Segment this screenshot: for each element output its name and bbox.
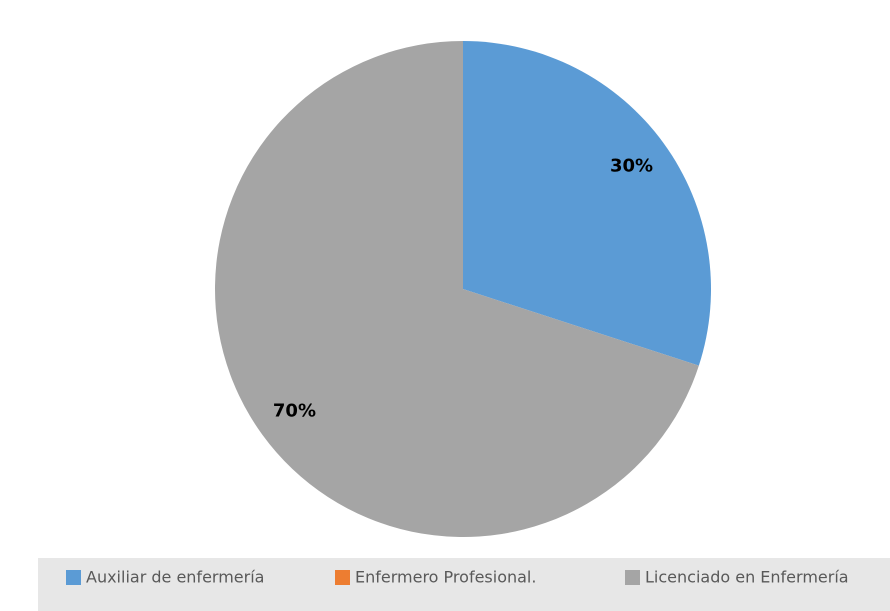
data-label: 70%: [273, 400, 316, 421]
pie-slice: [463, 41, 711, 366]
legend-swatch: [66, 570, 81, 585]
legend-background: [38, 558, 890, 611]
legend-swatch: [335, 570, 350, 585]
legend-swatch: [625, 570, 640, 585]
legend-label: Enfermero Profesional.: [355, 568, 536, 587]
pie-slice: [214, 41, 699, 537]
legend-label: Auxiliar de enfermería: [86, 568, 264, 587]
legend-label: Licenciado en Enfermería: [645, 568, 849, 587]
data-label: 30%: [610, 156, 653, 177]
